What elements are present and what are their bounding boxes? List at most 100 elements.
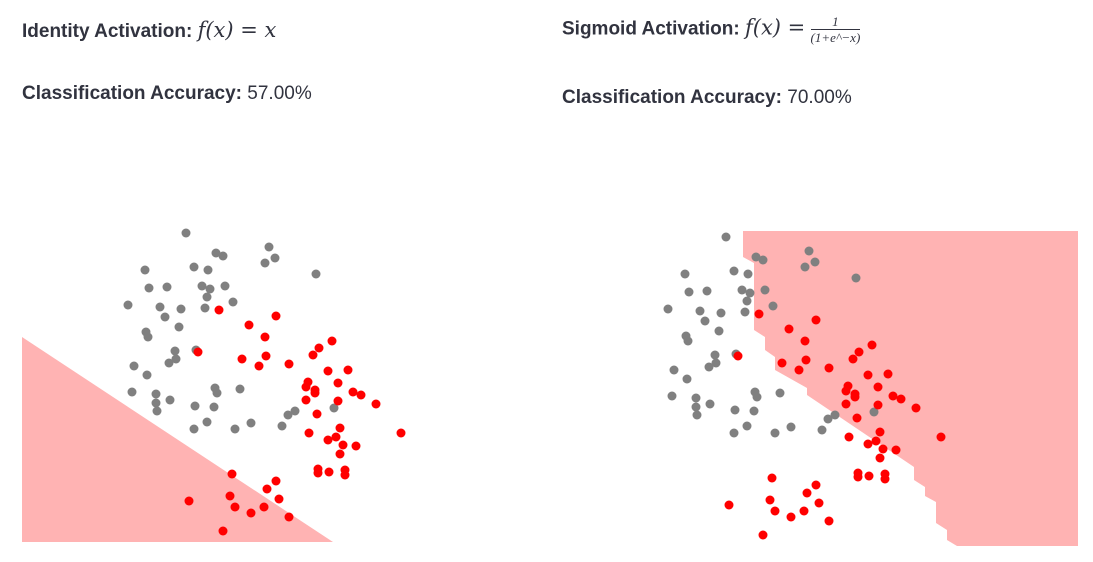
data-point-class-0 (165, 395, 175, 405)
data-point-class-0 (704, 362, 714, 372)
data-point-class-1 (343, 365, 353, 375)
data-point-class-0 (329, 403, 339, 413)
data-point-class-1 (888, 391, 898, 401)
data-point-class-1 (850, 392, 860, 402)
data-point-class-0 (768, 301, 778, 311)
data-point-class-0 (155, 302, 165, 312)
data-point-class-1 (237, 354, 247, 364)
data-point-class-1 (254, 361, 264, 371)
data-point-class-0 (270, 253, 280, 263)
data-point-class-1 (814, 498, 824, 508)
data-point-class-1 (335, 449, 345, 459)
data-point-class-1 (310, 388, 320, 398)
data-point-class-0 (205, 284, 215, 294)
data-point-class-1 (333, 396, 343, 406)
data-point-class-1 (873, 400, 883, 410)
data-point-class-0 (200, 303, 210, 313)
data-point-class-0 (721, 232, 731, 242)
data-point-class-0 (695, 306, 705, 316)
data-point-class-1 (271, 476, 281, 486)
formula-numerator: 1 (810, 14, 861, 30)
data-point-class-1 (335, 423, 345, 433)
data-point-class-1 (891, 445, 901, 455)
data-point-class-0 (129, 361, 139, 371)
data-point-class-0 (752, 392, 762, 402)
data-point-class-1 (801, 355, 811, 365)
data-point-class-0 (742, 421, 752, 431)
data-point-class-0 (669, 365, 679, 375)
data-point-class-1 (313, 468, 323, 478)
data-point-class-0 (311, 269, 321, 279)
data-point-class-0 (691, 402, 701, 412)
data-point-class-1 (274, 494, 284, 504)
data-point-class-1 (371, 399, 381, 409)
data-point-class-0 (742, 296, 752, 306)
data-point-class-1 (767, 473, 777, 483)
data-point-class-0 (189, 262, 199, 272)
data-point-class-0 (702, 286, 712, 296)
data-point-class-0 (684, 287, 694, 297)
data-point-class-1 (786, 512, 796, 522)
decision-region (22, 337, 333, 542)
data-point-class-1 (844, 432, 854, 442)
data-point-class-0 (160, 312, 170, 322)
sigmoid-activation-title: Sigmoid Activation: f(x) = 1 (1+e^−x) (562, 14, 861, 45)
data-point-class-0 (683, 336, 693, 346)
data-point-class-1 (284, 359, 294, 369)
data-point-class-1 (327, 336, 337, 346)
data-point-class-1 (323, 366, 333, 376)
data-point-class-1 (853, 472, 863, 482)
data-point-class-1 (852, 413, 862, 423)
data-point-class-1 (314, 343, 324, 353)
data-point-class-1 (896, 394, 906, 404)
data-point-class-0 (810, 257, 820, 267)
accuracy-label: Classification Accuracy (22, 83, 236, 104)
formula-lhs: f(x) = (744, 15, 806, 40)
data-point-class-0 (691, 393, 701, 403)
data-point-class-0 (143, 332, 153, 342)
data-point-class-1 (323, 435, 333, 445)
data-point-class-1 (867, 340, 877, 350)
data-point-class-1 (811, 315, 821, 325)
data-point-class-0 (710, 350, 720, 360)
data-point-class-0 (123, 300, 133, 310)
data-point-class-1 (218, 526, 228, 536)
data-point-class-1 (246, 508, 256, 518)
data-point-class-1 (911, 403, 921, 413)
formula-denominator: (1+e^−x) (810, 30, 861, 45)
data-point-class-1 (784, 324, 794, 334)
data-point-class-0 (230, 424, 240, 434)
accuracy-value: 70.00% (787, 87, 852, 108)
data-point-class-1 (841, 386, 851, 396)
data-point-class-0 (176, 304, 186, 314)
data-point-class-1 (261, 351, 271, 361)
data-point-class-0 (170, 346, 180, 356)
data-point-class-1 (811, 480, 821, 490)
data-point-class-1 (799, 506, 809, 516)
data-point-class-0 (246, 418, 256, 428)
data-point-class-0 (705, 399, 715, 409)
decision-region (743, 231, 1078, 546)
formula: f(x) = x (197, 18, 277, 42)
data-point-class-1 (308, 350, 318, 360)
data-point-class-1 (312, 409, 322, 419)
data-point-class-0 (228, 297, 238, 307)
data-point-class-0 (775, 388, 785, 398)
data-point-class-1 (758, 530, 768, 540)
data-point-class-1 (356, 390, 366, 400)
data-point-class-1 (754, 309, 764, 319)
data-point-class-1 (271, 311, 281, 321)
data-point-class-0 (729, 428, 739, 438)
data-point-class-1 (331, 432, 341, 442)
data-point-class-1 (225, 491, 235, 501)
data-point-class-0 (181, 228, 191, 238)
data-point-class-1 (863, 439, 873, 449)
data-point-class-0 (290, 406, 300, 416)
data-point-class-0 (203, 265, 213, 275)
data-point-class-0 (211, 248, 221, 258)
data-point-class-1 (871, 436, 881, 446)
data-point-class-1 (214, 305, 224, 315)
data-point-class-1 (284, 512, 294, 522)
data-point-class-0 (140, 265, 150, 275)
data-point-class-0 (869, 407, 879, 417)
